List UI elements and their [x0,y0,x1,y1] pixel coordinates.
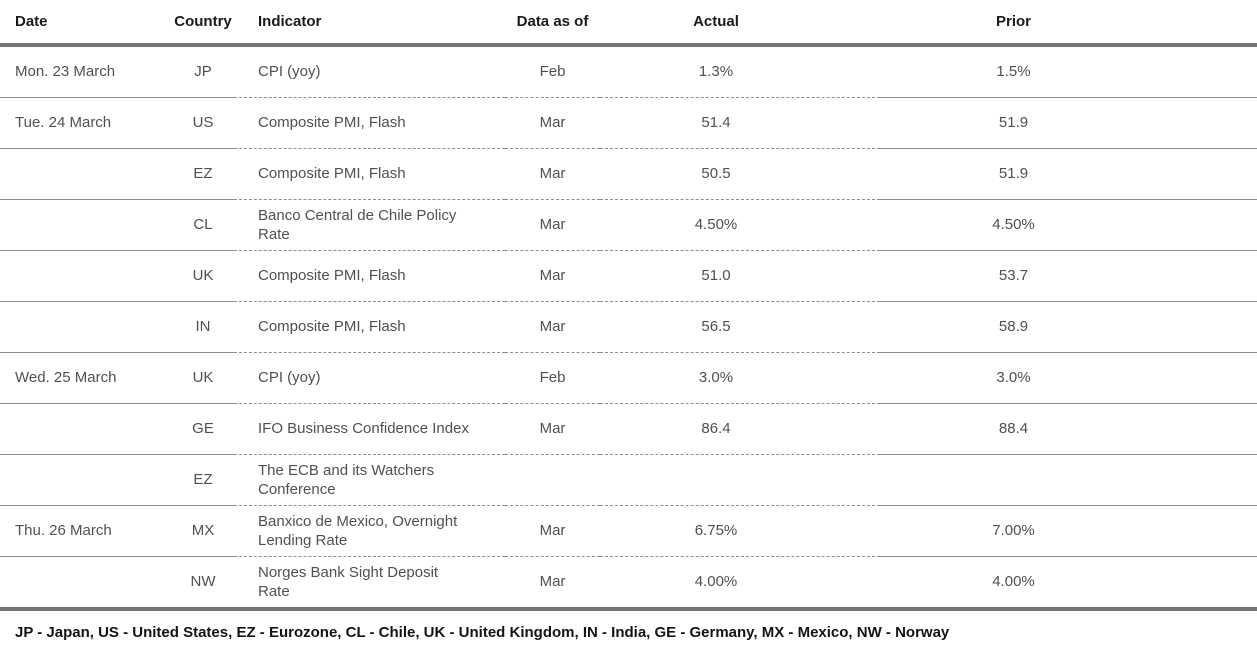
cell-country: CL [172,199,234,251]
cell-actual: 51.0 [600,250,880,302]
cell-country: JP [172,45,234,98]
cell-indicator: Banxico de Mexico, Overnight Lending Rat… [234,505,505,557]
table-row: CL Banco Central de Chile Policy Rate Ma… [0,199,1257,251]
cell-prior: 4.00% [880,556,1257,611]
table-row: Wed. 25 March UK CPI (yoy) Feb 3.0% 3.0% [0,352,1257,404]
cell-actual: 50.5 [600,148,880,200]
cell-actual [600,454,880,506]
cell-data-as-of: Feb [505,45,600,98]
cell-country: UK [172,250,234,302]
column-header-data-as-of: Data as of [505,0,600,47]
cell-actual: 4.50% [600,199,880,251]
cell-actual: 6.75% [600,505,880,557]
cell-actual: 86.4 [600,403,880,455]
cell-data-as-of: Mar [505,301,600,353]
cell-prior [880,454,1257,506]
cell-country: MX [172,505,234,557]
cell-data-as-of: Mar [505,97,600,149]
country-code-legend: JP - Japan, US - United States, EZ - Eur… [15,624,950,641]
cell-date [0,148,172,200]
cell-country: US [172,97,234,149]
cell-data-as-of: Mar [505,403,600,455]
cell-prior: 1.5% [880,45,1257,98]
cell-indicator: Composite PMI, Flash [234,301,505,353]
table-row: EZ Composite PMI, Flash Mar 50.5 51.9 [0,148,1257,200]
column-header-country: Country [172,0,234,47]
cell-date [0,556,172,611]
header-row: Date Country Indicator Data as of Actual… [0,0,1257,47]
data-table: Date Country Indicator Data as of Actual… [0,0,1257,611]
cell-actual: 4.00% [600,556,880,611]
table-row: Tue. 24 March US Composite PMI, Flash Ma… [0,97,1257,149]
cell-country: EZ [172,454,234,506]
table-row: Mon. 23 March JP CPI (yoy) Feb 1.3% 1.5% [0,45,1257,98]
cell-prior: 3.0% [880,352,1257,404]
cell-data-as-of: Mar [505,505,600,557]
column-header-date: Date [0,0,172,47]
cell-date: Thu. 26 March [0,505,172,557]
cell-date [0,250,172,302]
table-row: NW Norges Bank Sight Deposit Rate Mar 4.… [0,556,1257,611]
cell-prior: 53.7 [880,250,1257,302]
cell-indicator: The ECB and its Watchers Conference [234,454,505,506]
table-row: IN Composite PMI, Flash Mar 56.5 58.9 [0,301,1257,353]
cell-country: UK [172,352,234,404]
cell-prior: 51.9 [880,148,1257,200]
table-body: Mon. 23 March JP CPI (yoy) Feb 1.3% 1.5%… [0,45,1257,611]
cell-country: GE [172,403,234,455]
column-header-prior: Prior [880,0,1257,47]
cell-date [0,301,172,353]
cell-prior: 51.9 [880,97,1257,149]
cell-date [0,199,172,251]
cell-prior: 7.00% [880,505,1257,557]
cell-indicator: Composite PMI, Flash [234,97,505,149]
cell-indicator: Banco Central de Chile Policy Rate [234,199,505,251]
table-row: EZ The ECB and its Watchers Conference [0,454,1257,506]
cell-data-as-of: Feb [505,352,600,404]
cell-country: IN [172,301,234,353]
cell-actual: 56.5 [600,301,880,353]
cell-date: Tue. 24 March [0,97,172,149]
column-header-actual: Actual [600,0,880,47]
cell-indicator: IFO Business Confidence Index [234,403,505,455]
cell-indicator: CPI (yoy) [234,352,505,404]
cell-actual: 1.3% [600,45,880,98]
cell-prior: 58.9 [880,301,1257,353]
table-row: UK Composite PMI, Flash Mar 51.0 53.7 [0,250,1257,302]
cell-indicator: Composite PMI, Flash [234,250,505,302]
cell-data-as-of: Mar [505,556,600,611]
cell-actual: 3.0% [600,352,880,404]
cell-data-as-of: Mar [505,199,600,251]
cell-indicator: Norges Bank Sight Deposit Rate [234,556,505,611]
cell-data-as-of: Mar [505,250,600,302]
cell-date: Wed. 25 March [0,352,172,404]
cell-prior: 4.50% [880,199,1257,251]
cell-data-as-of: Mar [505,148,600,200]
table-row: GE IFO Business Confidence Index Mar 86.… [0,403,1257,455]
cell-prior: 88.4 [880,403,1257,455]
column-header-indicator: Indicator [234,0,505,47]
cell-country: NW [172,556,234,611]
cell-date [0,454,172,506]
cell-actual: 51.4 [600,97,880,149]
table-header: Date Country Indicator Data as of Actual… [0,0,1257,47]
cell-date [0,403,172,455]
cell-date: Mon. 23 March [0,45,172,98]
cell-country: EZ [172,148,234,200]
cell-indicator: CPI (yoy) [234,45,505,98]
cell-data-as-of [505,454,600,506]
cell-indicator: Composite PMI, Flash [234,148,505,200]
table-row: Thu. 26 March MX Banxico de Mexico, Over… [0,505,1257,557]
